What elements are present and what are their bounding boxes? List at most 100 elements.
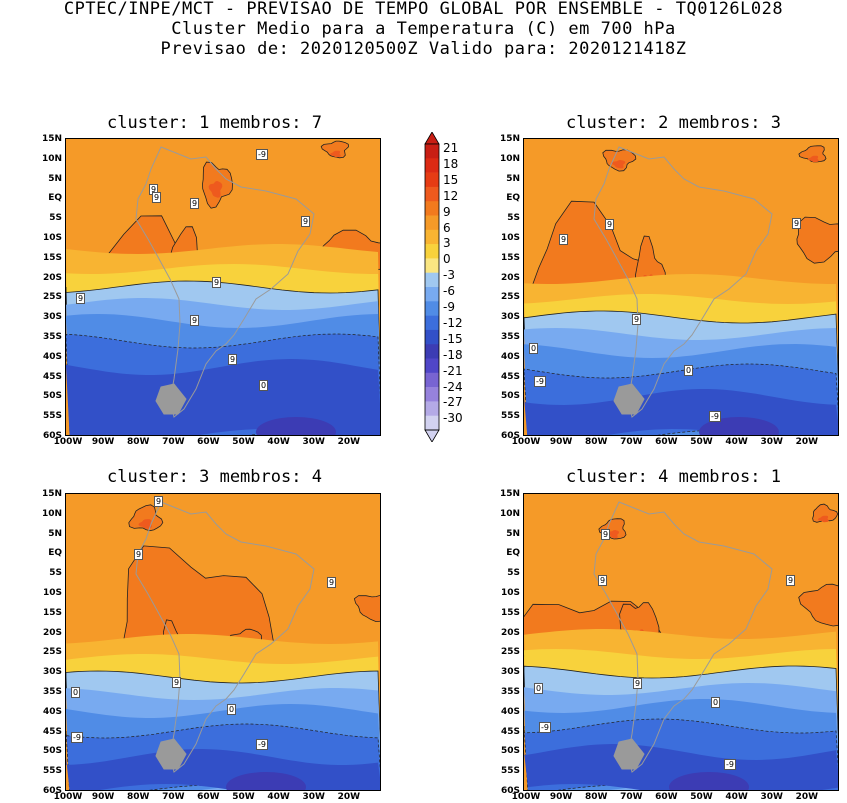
lat-tick-label: 25S xyxy=(500,647,520,658)
lat-tick-label: 10S xyxy=(42,233,62,243)
hot-core-12C xyxy=(330,150,341,158)
colorbar-label: 21 xyxy=(443,141,459,155)
patagonia-outline xyxy=(155,738,187,770)
hot-core-12C xyxy=(818,515,829,523)
lat-tick-label: 5N xyxy=(506,173,520,184)
lon-tick-label: 30W xyxy=(760,437,783,447)
contour-label: 9 xyxy=(792,218,802,229)
panel-3-title: cluster: 3 membros: 4 xyxy=(107,467,322,487)
colorbar-swatch xyxy=(425,201,439,216)
colorbar-swatch xyxy=(425,287,439,302)
lat-tick-label: 40S xyxy=(42,351,62,362)
lon-tick-label: 70W xyxy=(620,437,643,447)
lat-tick-label: 10S xyxy=(500,588,520,598)
lat-tick-label: 40S xyxy=(42,706,62,717)
colorbar-label: -30 xyxy=(443,411,463,426)
lat-tick-label: EQ xyxy=(48,193,62,204)
warm-region-9C xyxy=(798,583,838,627)
patagonia-outline xyxy=(155,383,187,415)
colorbar-label: 12 xyxy=(443,188,459,203)
colorbar-swatch xyxy=(425,258,439,273)
map-panel-cluster-2: 9 9 9 9 0 0 -9 -9 xyxy=(523,138,839,436)
colorbar-swatch xyxy=(425,315,439,331)
lat-tick-label: 10N xyxy=(41,153,62,164)
forecast-dates: Previsao de: 2020120500Z Valido para: 20… xyxy=(160,39,687,59)
lat-tick-label: 35S xyxy=(42,687,62,697)
lon-tick-label: 20W xyxy=(795,792,819,802)
lat-tick-label: 30S xyxy=(500,312,520,323)
contour-label: 9 xyxy=(601,529,611,540)
lon-tick-label: 20W xyxy=(795,437,819,447)
lat-tick-label: 15S xyxy=(500,607,520,618)
lat-tick-label: 45S xyxy=(500,371,520,382)
colorbar xyxy=(424,132,440,442)
lat-tick-label: EQ xyxy=(506,193,520,204)
lat-tick-label: 20S xyxy=(42,627,62,638)
continent-outline xyxy=(135,146,315,418)
colorbar-swatch xyxy=(425,387,439,402)
lat-tick-label: 25S xyxy=(500,292,520,303)
lat-tick-label: 50S xyxy=(500,746,520,757)
colorbar-swatch xyxy=(425,186,439,202)
contour-label: 0 xyxy=(259,380,269,391)
lon-tick-label: 90W xyxy=(91,792,115,802)
patagonia-outline xyxy=(613,738,645,770)
lon-tick-label: 90W xyxy=(549,437,573,447)
band-neg-15 xyxy=(256,417,336,435)
lat-tick-label: 15N xyxy=(41,489,62,499)
lon-tick-label: 20W xyxy=(337,437,361,447)
lon-tick-label: 40W xyxy=(267,437,290,447)
lat-tick-label: 15S xyxy=(500,252,520,263)
contour-label: 0 xyxy=(684,365,694,376)
contour-label: -9 xyxy=(71,732,83,743)
lat-tick-label: 20S xyxy=(500,272,520,283)
map-panel-cluster-3: 9 9 9 9 0 0 -9 -9 xyxy=(65,493,381,791)
contour-label: 9 xyxy=(559,234,569,245)
lat-tick-label: 15N xyxy=(41,134,62,144)
lon-tick-label: 100W xyxy=(53,437,83,447)
lat-tick-label: 15N xyxy=(499,489,520,499)
colorbar-bottom-arrow xyxy=(424,429,440,442)
contour-label: 9 xyxy=(154,496,164,507)
lat-tick-label: 55S xyxy=(500,411,520,422)
contour-label: 9 xyxy=(76,293,86,304)
lat-tick-label: 30S xyxy=(500,667,520,678)
lat-tick-label: 5S xyxy=(507,213,520,224)
contour-label: 9 xyxy=(605,219,615,230)
contour-label: 9 xyxy=(327,577,337,588)
warm-region-9C xyxy=(320,140,349,159)
lon-tick-label: 40W xyxy=(725,792,748,802)
contour-label: 9 xyxy=(212,277,222,288)
colorbar-swatch xyxy=(425,372,439,388)
lon-tick-label: 80W xyxy=(584,792,608,802)
lon-tick-label: 100W xyxy=(511,792,541,802)
band-neg-12 xyxy=(66,749,380,790)
lat-tick-label: 5S xyxy=(507,568,520,579)
lat-tick-label: 20S xyxy=(500,627,520,638)
lon-tick-label: 60W xyxy=(655,792,678,802)
colorbar-swatch xyxy=(425,229,439,245)
lat-tick-label: 25S xyxy=(42,647,62,658)
contour-label: 9 xyxy=(301,216,311,227)
lat-tick-label: 30S xyxy=(42,667,62,678)
lat-tick-label: 25S xyxy=(42,292,62,303)
warm-region-9C xyxy=(128,504,164,532)
lat-tick-label: 55S xyxy=(42,766,62,777)
colorbar-label: -12 xyxy=(443,315,463,330)
lon-tick-label: 70W xyxy=(162,792,185,802)
continent-outline xyxy=(135,501,315,773)
lat-tick-label: 15S xyxy=(42,252,62,263)
lon-tick-label: 60W xyxy=(197,437,220,447)
lon-tick-label: 50W xyxy=(690,437,713,447)
lat-tick-label: 60S xyxy=(500,431,520,441)
contour-label: 0 xyxy=(529,343,539,354)
lat-tick-label: 50S xyxy=(42,391,62,402)
lat-tick-label: 50S xyxy=(42,746,62,757)
lon-tick-label: 90W xyxy=(549,792,573,802)
lon-tick-label: 40W xyxy=(725,437,748,447)
colorbar-label: 18 xyxy=(443,156,459,171)
hot-core-12C xyxy=(138,519,152,529)
lon-tick-label: 100W xyxy=(53,792,83,802)
hot-core-12C xyxy=(208,181,223,198)
lon-tick-label: 60W xyxy=(655,437,678,447)
